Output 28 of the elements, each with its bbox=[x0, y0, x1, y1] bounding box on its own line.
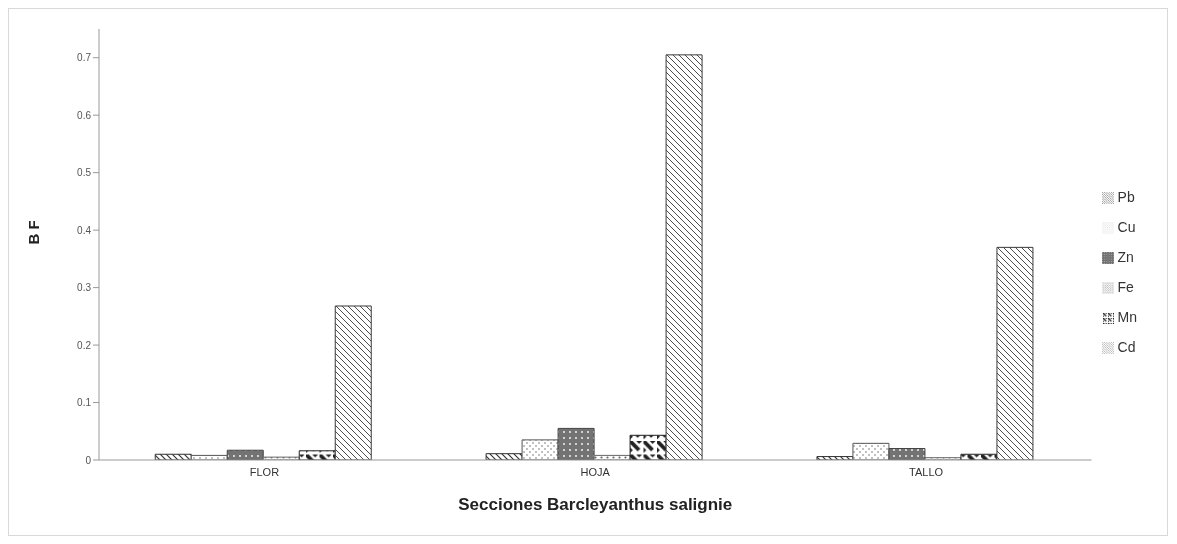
y-tick-label: 0.4 bbox=[77, 224, 92, 236]
bar bbox=[629, 434, 667, 460]
y-tick-label: 0.7 bbox=[77, 52, 92, 64]
legend-label: Mn bbox=[1117, 309, 1137, 325]
bar bbox=[557, 427, 595, 460]
bar bbox=[888, 448, 926, 460]
bar bbox=[665, 54, 703, 460]
x-tick-label: TALLO bbox=[909, 465, 944, 478]
y-axis-title: B F bbox=[25, 220, 43, 245]
y-tick-label: 0.2 bbox=[77, 339, 92, 351]
y-tick-label: 0.6 bbox=[77, 109, 92, 121]
legend-label: Cu bbox=[1117, 219, 1136, 235]
y-tick-label: 0.1 bbox=[77, 397, 92, 409]
bar bbox=[852, 442, 890, 460]
x-axis-title: Secciones Barcleyanthus salignie bbox=[458, 495, 733, 514]
x-tick-label: FLOR bbox=[249, 465, 280, 478]
bar bbox=[334, 305, 372, 460]
y-tick-label: 0 bbox=[85, 454, 92, 466]
bar bbox=[298, 450, 336, 460]
legend-label: Fe bbox=[1117, 279, 1134, 295]
legend-label: Cd bbox=[1117, 339, 1136, 355]
legend-label: Pb bbox=[1117, 189, 1135, 205]
y-tick-label: 0.5 bbox=[77, 167, 92, 179]
x-tick-label: HOJA bbox=[580, 465, 611, 478]
bar bbox=[996, 246, 1034, 460]
bar bbox=[521, 439, 559, 460]
y-tick-label: 0.3 bbox=[77, 282, 92, 294]
legend-label: Zn bbox=[1117, 249, 1134, 265]
